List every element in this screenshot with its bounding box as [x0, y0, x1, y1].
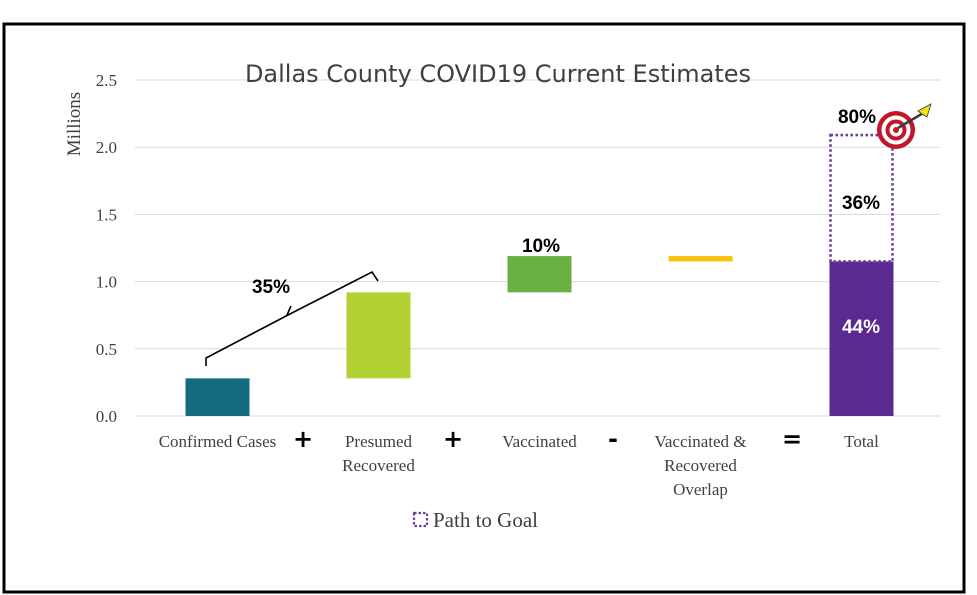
category-label: Recovered [342, 456, 415, 475]
category-label: Recovered [664, 456, 737, 475]
operator-symbol: + [293, 425, 313, 453]
chart-title: Dallas County COVID19 Current Estimates [245, 60, 751, 88]
category-label: Vaccinated & [654, 432, 746, 451]
category-label: Presumed [345, 432, 413, 451]
legend-swatch-path-to-goal [412, 511, 429, 528]
bar [185, 378, 250, 416]
operators: + + - = [293, 425, 802, 453]
bracket-tip [286, 305, 292, 316]
y-tick-label: 2.0 [96, 138, 117, 157]
annotation-total: 44% [842, 317, 880, 338]
category-labels: Confirmed Cases Presumed Recovered Vaccinat… [159, 432, 879, 499]
annotation-path: 36% [842, 193, 880, 214]
annotation-confirmed-presumed: 35% [252, 277, 290, 298]
operator-symbol: - [608, 425, 618, 453]
bars [185, 133, 894, 416]
category-label: Confirmed Cases [159, 432, 277, 451]
bar [507, 256, 572, 293]
operator-symbol: = [782, 425, 802, 453]
category-label: Vaccinated [502, 432, 577, 451]
y-tick-label: 0.0 [96, 407, 117, 426]
y-tick-label: 2.5 [96, 71, 117, 90]
annotation-vaccinated: 10% [522, 236, 560, 257]
y-tick-label: 1.5 [96, 205, 117, 224]
bar [668, 256, 733, 262]
y-axis: 0.0 0.5 1.0 1.5 2.0 2.5 [96, 71, 117, 426]
category-label: Total [844, 432, 879, 451]
annotation-goal: 80% [838, 107, 876, 128]
legend-label-path-to-goal: Path to Goal [433, 508, 538, 532]
y-axis-label: Millions [64, 92, 85, 156]
operator-symbol: + [443, 425, 463, 453]
path-to-goal-box [829, 133, 894, 263]
chart-frame [2, 22, 966, 594]
bracket-annotation [205, 270, 379, 366]
y-tick-label: 0.5 [96, 340, 117, 359]
category-label: Overlap [673, 480, 728, 499]
y-tick-label: 1.0 [96, 273, 117, 292]
target-icon [877, 103, 932, 149]
bar [346, 292, 411, 379]
bar [829, 261, 894, 416]
